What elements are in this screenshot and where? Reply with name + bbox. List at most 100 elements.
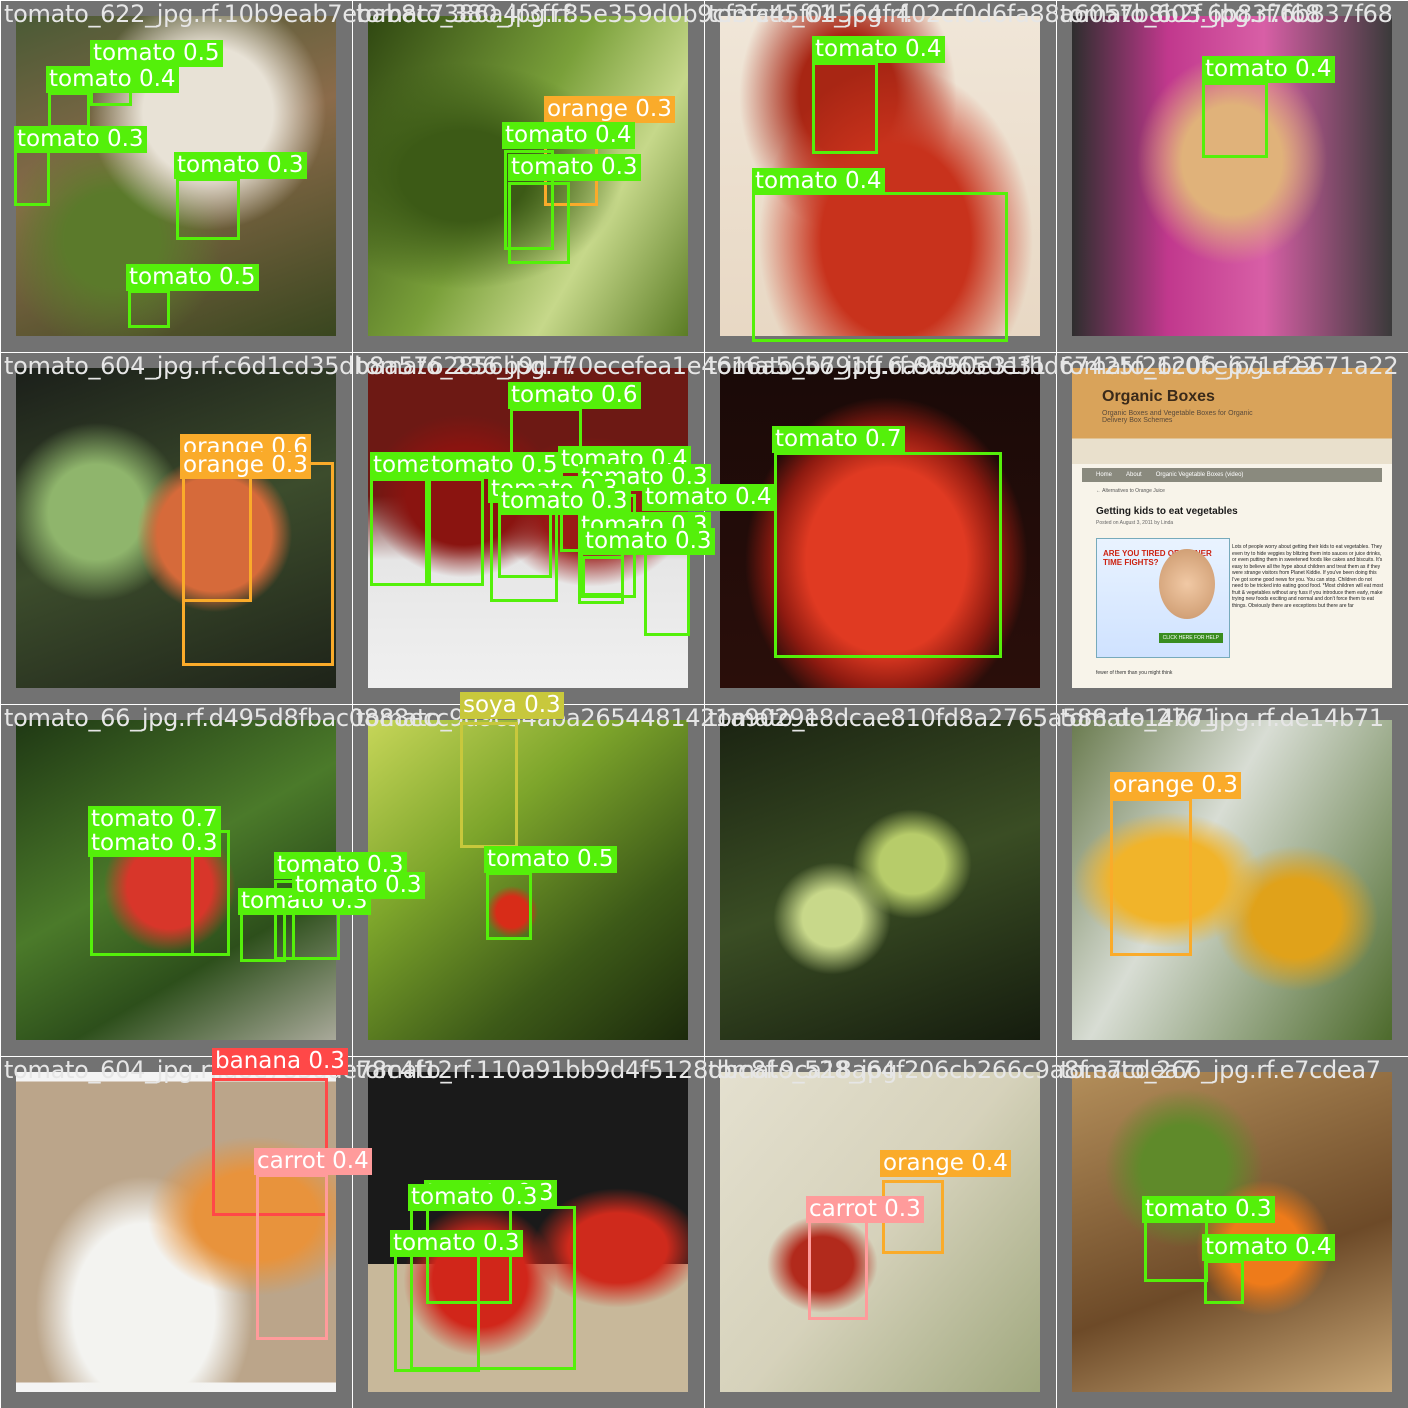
webpage-ad-button: CLICK HERE FOR HELP [1158, 633, 1223, 643]
webpage-nav-item: Organic Vegetable Boxes (video) [1155, 472, 1244, 478]
detection-box [486, 872, 532, 940]
detection-label: tomato 0.3 [292, 872, 425, 899]
grid-tile [0, 352, 352, 704]
detection-label: tomato 0.3 [14, 126, 147, 153]
webpage-ad-text: ARE YOU TIRED OF DINNER TIME FIGHTS? [1103, 549, 1212, 567]
detection-label: tomato 0.7 [88, 806, 221, 833]
tile-title: tomato_66_jpg.rf.d495d8fbac0888ecc9d9c34… [4, 704, 1219, 732]
webpage-nav-item: About [1126, 472, 1142, 478]
webpage-meta: Posted on August 3, 2011 by Linda [1096, 520, 1174, 526]
tile-title: tomato_236_jpg.rf. [356, 352, 576, 380]
detection-box [428, 478, 484, 586]
detection-box [176, 178, 240, 240]
tile-title: tomato_ [356, 704, 453, 732]
detection-box [504, 150, 554, 250]
detection-box [1204, 1260, 1244, 1304]
detection-box [1110, 798, 1192, 956]
detection-label: tomato 0.4 [46, 66, 179, 93]
grid-tile: Organic Boxes Organic Boxes and Vegetable… [1056, 352, 1408, 704]
detection-label: tomato 0.5 [484, 846, 617, 873]
detection-label: tomato 0.3 [88, 830, 221, 857]
webpage-subtitle: Organic Boxes and Vegetable Boxes for Or… [1102, 410, 1253, 424]
detection-label: soya 0.3 [460, 692, 564, 719]
detection-box [48, 92, 90, 128]
detection-box [812, 62, 878, 154]
grid-tile [1056, 1056, 1408, 1408]
detection-box [240, 912, 286, 962]
grid-tile [704, 1056, 1056, 1408]
detection-label: tomato 0.4 [1202, 1234, 1335, 1261]
detection-box [182, 462, 334, 666]
tile-title: tomato_603_jpg.rf.6b837f68 [1060, 0, 1393, 28]
detection-box [256, 1174, 328, 1340]
detection-box [1202, 82, 1268, 158]
detection-box [498, 510, 552, 578]
tile-title: tomato_380_jpg.rf. [356, 0, 576, 28]
detection-box [212, 1078, 328, 1216]
grid-tile [704, 704, 1056, 1056]
tile-photo [720, 720, 1040, 1040]
detection-box [14, 150, 50, 206]
webpage-breadcrumb: ← Alternatives to Orange Juice [1096, 488, 1165, 494]
detection-box [460, 722, 518, 848]
detection-box [1144, 1220, 1208, 1282]
tile-title: tomato_604_jpg.rf.a8e783dde78c4f12rf.110… [4, 1056, 1194, 1084]
detection-box [774, 452, 1002, 658]
detection-label: carrot 0.4 [254, 1148, 372, 1175]
tile-title: tomato_61_jpg.rf. [708, 0, 913, 28]
ad-photo [1159, 549, 1215, 619]
detection-label: tomato 0.4 [502, 122, 635, 149]
detection-label: tomato 0.5 [90, 40, 223, 67]
grid-tile [1056, 704, 1408, 1056]
tile-title: tomato_604_jpg.rf.c6d1cd35db8a5762856b9d… [4, 352, 1318, 380]
detection-label: tomato 0.3 [1142, 1196, 1275, 1223]
detection-label: tomato 0.7 [772, 426, 905, 453]
detection-label: tomato 0.4 [812, 36, 945, 63]
detection-box [90, 852, 194, 956]
detection-label: tomato 0.3 [390, 1230, 523, 1257]
webpage-footer: fewer of them than you might think [1096, 670, 1173, 676]
detection-label: tomato 0.3 [582, 528, 715, 555]
tile-title: tomato_266_jpg.rf.e7cdea7 [1060, 1056, 1381, 1084]
detection-label: tomato 0.3 [408, 1184, 541, 1211]
webpage-nav: Home About Organic Vegetable Boxes (video) [1082, 468, 1382, 482]
detection-label: tomato 0.3 [508, 154, 641, 181]
webpage-nav-item: Home [1096, 472, 1113, 478]
detection-label: carrot 0.3 [806, 1196, 924, 1223]
tile-photo: Organic Boxes Organic Boxes and Vegetable… [1072, 368, 1392, 688]
detection-box [752, 192, 1008, 342]
detection-label: tomato 0.3 [174, 152, 307, 179]
tile-title: tomato_ [356, 1056, 453, 1084]
detection-label: orange 0.3 [544, 96, 675, 123]
detection-label: orange 0.4 [880, 1150, 1011, 1177]
detection-box [808, 1220, 868, 1320]
tile-photo [720, 368, 1040, 688]
webpage-screenshot: Organic Boxes Organic Boxes and Vegetable… [1072, 368, 1392, 688]
detection-label: orange 0.3 [180, 452, 311, 479]
detection-label: banana 0.3 [212, 1048, 348, 1075]
detection-label: tomato 0.4 [752, 168, 885, 195]
detection-label: tomato 0.6 [508, 382, 641, 409]
tile-title: tomato_622_jpg.rf.10b9eab7ebab8c7386a4f3… [4, 0, 1321, 28]
detection-box [128, 290, 170, 328]
webpage-ad: ARE YOU TIRED OF DINNER TIME FIGHTS? CLIC… [1096, 538, 1230, 658]
tile-title: tomato_1 [708, 704, 820, 732]
webpage-heading: Getting kids to eat vegetables [1096, 506, 1238, 517]
detection-box [508, 182, 570, 264]
grid-tile [1056, 0, 1408, 352]
detection-label: tomato 0.4 [1202, 56, 1335, 83]
tile-title: tomato_528_jpg. [708, 1056, 905, 1084]
grid-tile [704, 352, 1056, 704]
tile-photo [16, 368, 336, 688]
tile-title: tomato_1206_jpg.rf.e671a22 [1060, 352, 1399, 380]
tile-title: tomato_56_jpg.rf.6a9650e31 [708, 352, 1047, 380]
detection-label: tomato 0.5 [428, 452, 561, 479]
webpage-body: Lots of people worry about getting their… [1232, 544, 1384, 609]
detection-label: tomato 0.4 [642, 484, 775, 511]
detection-label: orange 0.3 [1110, 772, 1241, 799]
tile-photo [720, 1072, 1040, 1392]
tile-photo [1072, 1072, 1392, 1392]
webpage-title: Organic Boxes [1102, 388, 1215, 405]
detection-label: tomato 0.3 [498, 488, 631, 515]
